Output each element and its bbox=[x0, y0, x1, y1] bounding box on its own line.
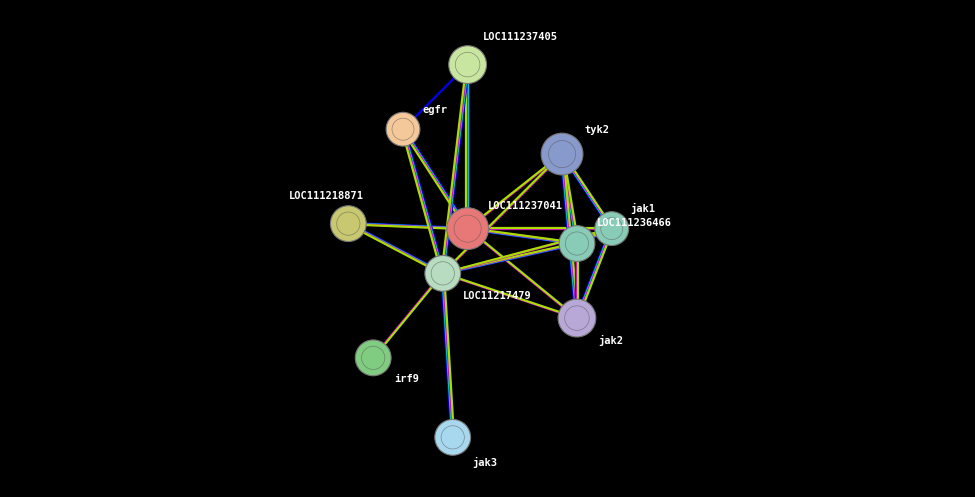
Text: jak1: jak1 bbox=[631, 203, 655, 214]
Circle shape bbox=[441, 426, 464, 449]
Text: LOC11217479: LOC11217479 bbox=[463, 291, 531, 301]
Text: egfr: egfr bbox=[423, 105, 448, 115]
Text: jak3: jak3 bbox=[473, 457, 497, 468]
Circle shape bbox=[435, 419, 471, 455]
Circle shape bbox=[595, 212, 629, 246]
Circle shape bbox=[559, 226, 595, 261]
Text: tyk2: tyk2 bbox=[584, 125, 609, 135]
Text: LOC111237041: LOC111237041 bbox=[488, 201, 563, 211]
Circle shape bbox=[362, 346, 385, 369]
Circle shape bbox=[566, 232, 589, 255]
Circle shape bbox=[425, 255, 460, 291]
Circle shape bbox=[601, 218, 623, 240]
Circle shape bbox=[431, 262, 454, 285]
Circle shape bbox=[565, 306, 589, 331]
Text: irf9: irf9 bbox=[394, 374, 419, 384]
Circle shape bbox=[454, 215, 482, 242]
Text: jak2: jak2 bbox=[598, 335, 623, 346]
Circle shape bbox=[448, 46, 487, 83]
Circle shape bbox=[331, 206, 367, 242]
Circle shape bbox=[336, 212, 360, 235]
Circle shape bbox=[447, 208, 488, 249]
Circle shape bbox=[386, 112, 420, 146]
Circle shape bbox=[558, 299, 596, 337]
Circle shape bbox=[392, 118, 414, 140]
Text: LOC111236466: LOC111236466 bbox=[597, 218, 672, 228]
Text: LOC111218871: LOC111218871 bbox=[289, 191, 364, 201]
Circle shape bbox=[549, 141, 575, 167]
Circle shape bbox=[455, 52, 480, 77]
Circle shape bbox=[541, 133, 583, 175]
Text: LOC111237405: LOC111237405 bbox=[483, 32, 558, 42]
Circle shape bbox=[355, 340, 391, 376]
